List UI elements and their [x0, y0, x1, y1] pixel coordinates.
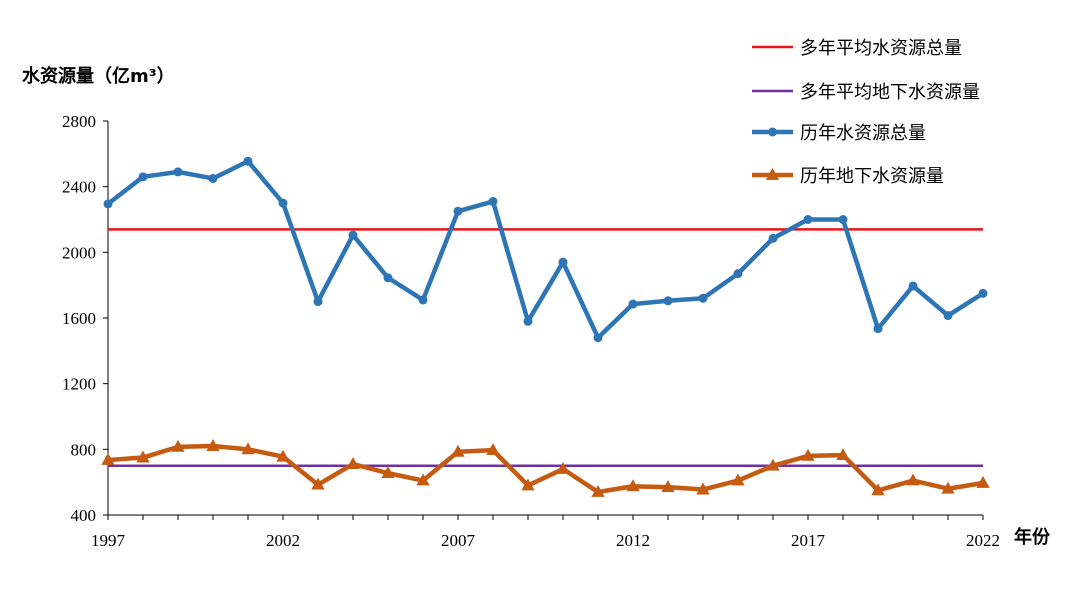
- y-tick-label: 2000: [62, 243, 96, 262]
- data-point: [768, 233, 778, 243]
- y-tick-label: 2800: [62, 112, 96, 131]
- data-point: [171, 439, 185, 452]
- data-point: [208, 173, 218, 183]
- axes: 400 800 1200 1600 2000 2400 2800 1997 2002 2007 20…: [62, 112, 1000, 550]
- series-line-历年地下水资源量: [105, 443, 986, 495]
- y-axis-title: 水资源量（亿m³）: [22, 65, 175, 87]
- data-point: [206, 439, 220, 451]
- data-point: [101, 453, 115, 465]
- data-point: [591, 485, 605, 497]
- data-point: [731, 473, 745, 486]
- data-point: [908, 281, 918, 291]
- data-point: [836, 448, 850, 460]
- data-point: [698, 293, 708, 303]
- data-point: [976, 475, 990, 488]
- data-point: [136, 450, 150, 463]
- data-point: [873, 324, 883, 334]
- data-point: [276, 449, 290, 462]
- data-point: [593, 333, 603, 343]
- data-point: [418, 295, 428, 305]
- data-point: [453, 206, 463, 216]
- data-point: [313, 297, 323, 307]
- x-tick-label: 1997: [91, 531, 126, 550]
- series-历年水资源总量: [103, 156, 988, 343]
- legend-item-历年水资源总量: 历年水资源总量: [752, 123, 926, 144]
- data-point: [661, 480, 675, 492]
- data-point: [801, 448, 815, 461]
- legend-marker: [765, 168, 780, 180]
- x-tick-label: 2012: [616, 531, 650, 550]
- data-point: [626, 479, 640, 492]
- data-point: [348, 230, 358, 240]
- x-tick-label: 2022: [966, 531, 1000, 550]
- data-point: [663, 296, 673, 306]
- data-point: [173, 167, 183, 177]
- y-tick-label: 1200: [62, 375, 96, 394]
- data-point: [943, 311, 953, 321]
- data-point: [416, 473, 430, 486]
- y-tick-label: 2400: [62, 178, 96, 197]
- data-point: [696, 482, 710, 495]
- data-point: [733, 269, 743, 279]
- y-tick-label: 400: [71, 506, 97, 525]
- legend-item-多年平均水资源总量: 多年平均水资源总量: [752, 38, 962, 59]
- data-point: [838, 215, 848, 224]
- data-point: [103, 199, 113, 209]
- series-line-历年水资源总量: [105, 158, 986, 340]
- legend-item-历年地下水资源量: 历年地下水资源量: [752, 166, 944, 187]
- legend-label: 多年平均水资源总量: [800, 38, 962, 59]
- data-point: [803, 215, 813, 224]
- data-point: [766, 458, 780, 471]
- data-point: [381, 466, 395, 479]
- x-tick-label: 2007: [441, 531, 476, 550]
- data-point: [311, 477, 325, 490]
- data-point: [521, 478, 535, 491]
- data-point: [978, 288, 988, 298]
- data-point: [488, 196, 498, 206]
- x-tick-label: 2017: [791, 531, 826, 550]
- y-tick-label: 800: [71, 440, 97, 459]
- legend-marker: [768, 127, 777, 137]
- data-point: [138, 172, 148, 182]
- y-tick-label: 1600: [62, 309, 96, 328]
- series-layer: [101, 156, 990, 497]
- data-point: [628, 299, 638, 309]
- data-point: [278, 198, 288, 208]
- data-point: [871, 483, 885, 496]
- series-历年地下水资源量: [101, 439, 990, 497]
- legend-item-多年平均地下水资源量: 多年平均地下水资源量: [752, 82, 980, 103]
- data-point: [383, 273, 393, 283]
- data-point: [906, 473, 920, 486]
- x-axis-title: 年份: [1014, 526, 1051, 548]
- data-point: [558, 257, 568, 267]
- data-point: [486, 443, 500, 456]
- legend-label: 多年平均地下水资源量: [800, 82, 980, 103]
- data-point: [243, 156, 253, 166]
- legend-label: 历年地下水资源量: [800, 166, 944, 187]
- legend-label: 历年水资源总量: [800, 123, 926, 144]
- data-point: [241, 442, 255, 455]
- x-tick-label: 2002: [266, 531, 300, 550]
- data-point: [523, 316, 533, 326]
- data-point: [451, 444, 465, 457]
- data-point: [941, 481, 955, 494]
- data-point: [346, 457, 360, 470]
- data-point: [556, 462, 570, 474]
